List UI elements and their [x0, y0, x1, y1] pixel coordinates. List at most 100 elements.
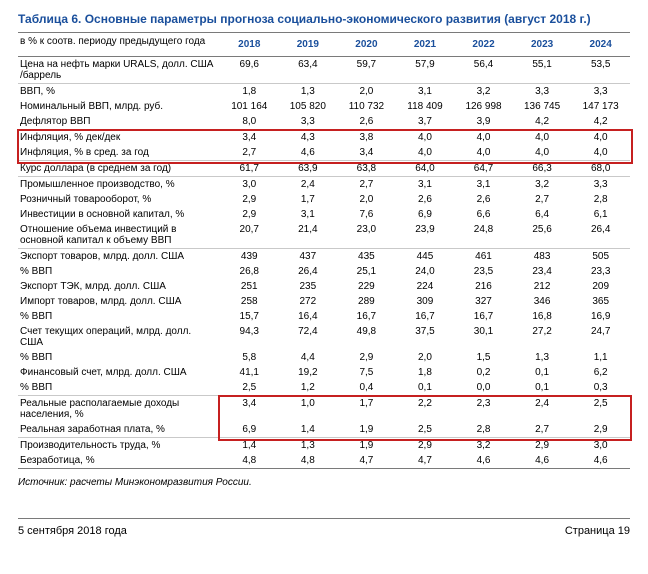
cell-value: 3,7 [396, 114, 455, 130]
row-label: Реальная заработная плата, % [18, 422, 220, 438]
cell-value: 439 [220, 249, 279, 265]
cell-value: 2,6 [396, 192, 455, 207]
footer-date: 5 сентября 2018 года [18, 525, 127, 537]
cell-value: 1,8 [220, 84, 279, 100]
cell-value: 4,7 [396, 453, 455, 469]
cell-value: 2,9 [220, 192, 279, 207]
cell-value: 30,1 [454, 324, 513, 350]
table-row: % ВВП26,826,425,124,023,523,423,3 [18, 264, 630, 279]
cell-value: 23,5 [454, 264, 513, 279]
cell-value: 41,1 [220, 365, 279, 380]
row-label: ВВП, % [18, 84, 220, 100]
cell-value: 3,3 [279, 114, 338, 130]
table-row: Инфляция, % в сред. за год2,74,63,44,04,… [18, 145, 630, 161]
row-label: Отношение объема инвестиций в основной к… [18, 222, 220, 249]
cell-value: 4,6 [571, 453, 630, 469]
cell-value: 1,9 [337, 422, 396, 438]
cell-value: 437 [279, 249, 338, 265]
cell-value: 15,7 [220, 309, 279, 324]
row-label: Финансовый счет, млрд. долл. США [18, 365, 220, 380]
table-row: Номинальный ВВП, млрд. руб.101 164105 82… [18, 99, 630, 114]
cell-value: 23,4 [513, 264, 572, 279]
table-row: Отношение объема инвестиций в основной к… [18, 222, 630, 249]
cell-value: 4,0 [513, 130, 572, 146]
cell-value: 4,2 [513, 114, 572, 130]
cell-value: 2,9 [396, 438, 455, 454]
cell-value: 8,0 [220, 114, 279, 130]
cell-value: 3,1 [396, 177, 455, 193]
cell-value: 1,3 [279, 438, 338, 454]
cell-value: 7,5 [337, 365, 396, 380]
cell-value: 2,3 [454, 396, 513, 423]
cell-value: 212 [513, 279, 572, 294]
cell-value: 4,0 [396, 145, 455, 161]
cell-value: 2,9 [571, 422, 630, 438]
cell-value: 16,7 [454, 309, 513, 324]
cell-value: 365 [571, 294, 630, 309]
row-label: Промышленное производство, % [18, 177, 220, 193]
header-label: в % к соотв. периоду предыдущего года [18, 33, 220, 57]
col-year-2024: 2024 [571, 33, 630, 57]
table-row: Безработица, %4,84,84,74,74,64,64,6 [18, 453, 630, 469]
row-label: Счет текущих операций, млрд. долл. США [18, 324, 220, 350]
cell-value: 59,7 [337, 57, 396, 84]
cell-value: 4,3 [279, 130, 338, 146]
cell-value: 289 [337, 294, 396, 309]
page-footer: 5 сентября 2018 года Страница 19 [18, 518, 630, 537]
cell-value: 1,7 [279, 192, 338, 207]
row-label: Экспорт ТЭК, млрд. долл. США [18, 279, 220, 294]
cell-value: 101 164 [220, 99, 279, 114]
cell-value: 2,8 [454, 422, 513, 438]
cell-value: 24,7 [571, 324, 630, 350]
cell-value: 209 [571, 279, 630, 294]
cell-value: 4,0 [513, 145, 572, 161]
cell-value: 69,6 [220, 57, 279, 84]
cell-value: 21,4 [279, 222, 338, 249]
cell-value: 49,8 [337, 324, 396, 350]
cell-value: 63,4 [279, 57, 338, 84]
cell-value: 2,7 [337, 177, 396, 193]
col-year-2018: 2018 [220, 33, 279, 57]
cell-value: 2,0 [337, 84, 396, 100]
col-year-2021: 2021 [396, 33, 455, 57]
cell-value: 3,0 [220, 177, 279, 193]
table-row: Розничный товарооборот, %2,91,72,02,62,6… [18, 192, 630, 207]
table-row: Реальные располагаемые доходы населения,… [18, 396, 630, 423]
cell-value: 216 [454, 279, 513, 294]
cell-value: 53,5 [571, 57, 630, 84]
cell-value: 0,3 [571, 380, 630, 396]
cell-value: 1,0 [279, 396, 338, 423]
cell-value: 16,9 [571, 309, 630, 324]
cell-value: 55,1 [513, 57, 572, 84]
table-row: Производительность труда, %1,41,31,92,93… [18, 438, 630, 454]
cell-value: 3,8 [337, 130, 396, 146]
cell-value: 19,2 [279, 365, 338, 380]
cell-value: 4,6 [513, 453, 572, 469]
row-label: Инвестиции в основной капитал, % [18, 207, 220, 222]
cell-value: 4,6 [454, 453, 513, 469]
cell-value: 6,6 [454, 207, 513, 222]
table-row: Дефлятор ВВП8,03,32,63,73,94,24,2 [18, 114, 630, 130]
cell-value: 110 732 [337, 99, 396, 114]
cell-value: 118 409 [396, 99, 455, 114]
cell-value: 3,2 [454, 84, 513, 100]
cell-value: 461 [454, 249, 513, 265]
cell-value: 1,7 [337, 396, 396, 423]
table-row: Финансовый счет, млрд. долл. США41,119,2… [18, 365, 630, 380]
cell-value: 3,4 [337, 145, 396, 161]
table-row: Промышленное производство, %3,02,42,73,1… [18, 177, 630, 193]
row-label: Инфляция, % дек/дек [18, 130, 220, 146]
footer-page: Страница 19 [565, 525, 630, 537]
cell-value: 505 [571, 249, 630, 265]
cell-value: 24,0 [396, 264, 455, 279]
table-row: Импорт товаров, млрд. долл. США258272289… [18, 294, 630, 309]
cell-value: 2,7 [513, 192, 572, 207]
table-row: Курс доллара (в среднем за год)61,763,96… [18, 161, 630, 177]
cell-value: 0,4 [337, 380, 396, 396]
cell-value: 6,2 [571, 365, 630, 380]
cell-value: 2,4 [513, 396, 572, 423]
cell-value: 4,8 [279, 453, 338, 469]
cell-value: 72,4 [279, 324, 338, 350]
cell-value: 3,4 [220, 130, 279, 146]
cell-value: 327 [454, 294, 513, 309]
